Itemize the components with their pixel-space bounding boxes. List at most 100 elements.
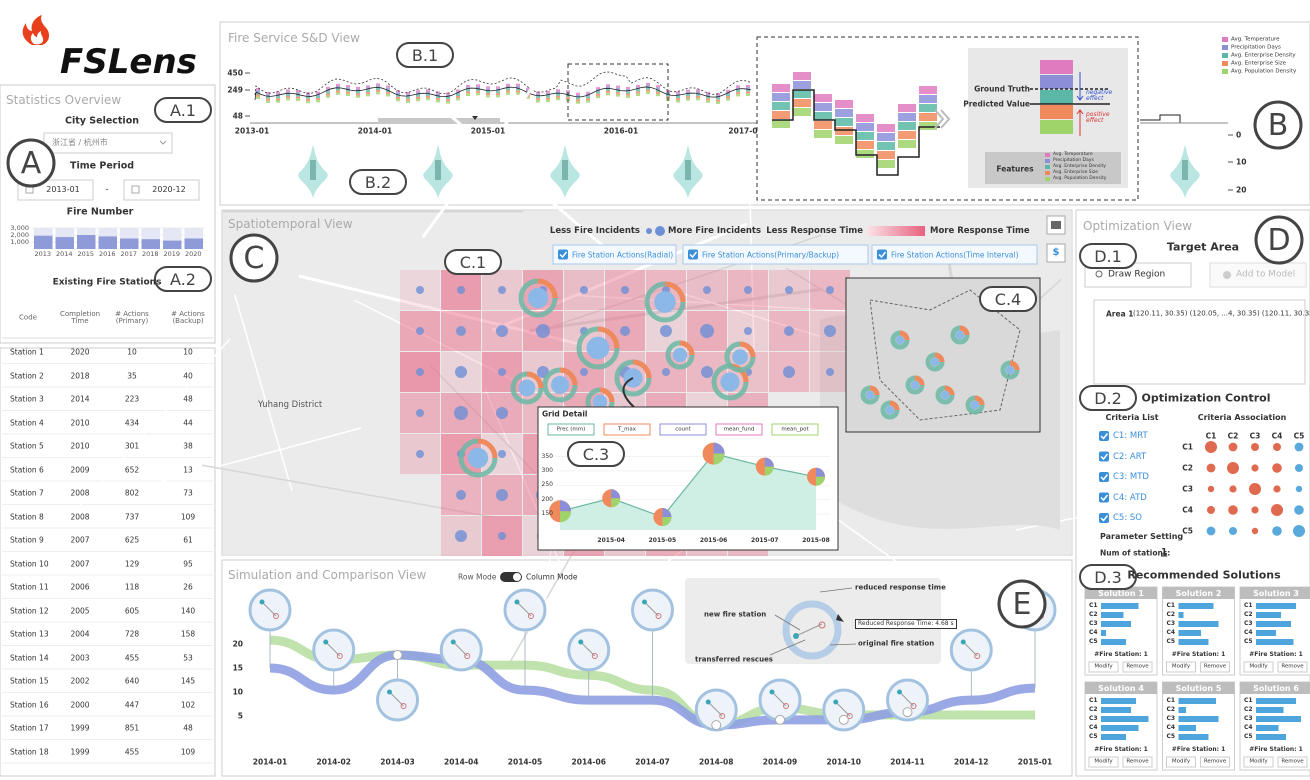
pin-icon [1095,270,1103,278]
cell: 2008 [70,488,90,498]
stack-segment [616,90,620,93]
glyph-core [720,372,740,392]
association-dot [1227,462,1239,474]
association-dot [1272,526,1282,536]
legend-label: Avg. Enterprise Density [1231,52,1296,59]
stack-segment [486,88,490,91]
legend-swatch [1045,171,1050,175]
solution-header [1240,587,1310,599]
checkbox [558,249,568,260]
checkbox [1099,472,1109,482]
size-legend [655,226,665,236]
checkbox [1099,451,1109,462]
stack-segment [676,100,680,103]
cell: 48 [183,394,193,404]
stack-segment [716,97,720,100]
toggle [682,244,869,265]
criterion-bar [1178,716,1219,722]
leader [829,643,857,646]
stack-segment [576,101,580,104]
button-label[interactable]: Remove [1281,663,1304,670]
button-label[interactable]: Add to Model [1236,269,1296,280]
fire-dot [416,368,424,376]
association-dot [1206,463,1216,473]
button-label[interactable]: Draw Region [1108,269,1166,280]
button-label[interactable]: Modify [1094,663,1113,670]
criterion[interactable]: C5: SO [1113,512,1142,523]
stack-segment [486,90,490,94]
button-label[interactable]: Remove [1126,663,1149,670]
stack-segment [446,101,450,104]
stack-segment [296,89,300,93]
criterion-bar [1101,603,1139,609]
glyph-arc [559,367,578,386]
criterion[interactable]: C4: ATD [1113,492,1147,503]
cell: 118 [124,582,140,592]
stack-segment [746,91,750,94]
button-label[interactable]: Modify [1094,758,1113,765]
button-label[interactable]: Remove [1203,758,1227,765]
stack-segment [606,90,610,94]
stack-segment [276,91,280,94]
stack-segment [356,93,360,96]
criterion[interactable]: C1: MRT [1113,430,1148,441]
glyph-core [592,394,608,410]
criterion[interactable]: C2: ART [1113,451,1147,462]
fire-dot [455,530,467,542]
toggle [552,244,677,265]
criterion-bar [1101,698,1136,704]
stack-segment [346,89,350,92]
x-tick-label: 2013 [34,249,52,258]
button-label[interactable]: Remove [1203,663,1227,670]
button [1243,756,1274,768]
association-dot [1207,506,1215,514]
pie-slice [662,517,672,527]
label: Time Period [69,160,135,172]
x-tick-label: 2015-05 [648,537,677,544]
glyph-transfer [261,601,277,617]
toggle-label[interactable]: Fire Station Actions(Primary/Backup) [702,250,840,260]
button-label[interactable]: Remove [1126,758,1149,765]
button-label[interactable]: Remove [1281,758,1304,765]
y2-tick-label: 0 [1236,130,1242,140]
solution-header [1085,682,1157,694]
label: Column Mode [526,572,578,582]
stack-segment [686,96,690,99]
button-label[interactable]: $ [1052,247,1060,258]
stack-segment [716,101,720,105]
stack-segment [366,85,370,88]
button-label[interactable]: Modify [1171,758,1191,765]
toggle-label[interactable]: Fire Station Actions(Time Interval) [891,250,1019,260]
button-label[interactable]: Modify [1171,663,1191,670]
switch-knob [513,573,521,581]
glyph-transfer [452,641,468,657]
criterion[interactable]: C3: MTD [1113,471,1149,482]
toggle-label[interactable]: Fire Station Actions(Radial) [572,250,674,260]
stack-segment [386,87,390,90]
glyph-core [910,380,920,390]
violin-box [435,160,441,180]
pie-slice [560,511,571,523]
road [74,338,231,511]
stack-segment [706,98,710,101]
stack-segment [686,89,690,92]
fire-dot [744,327,752,335]
glyph-transfer [389,691,404,707]
stack-segment [726,94,730,97]
glyph-arc [679,340,695,356]
label: #Fire Station: 1 [1249,651,1303,658]
association-dot [1229,527,1237,535]
stack-segment [296,92,300,95]
x-tick-label: 2015-08 [802,537,830,544]
glyph-arc [869,385,880,396]
criterion-bar [1178,707,1186,713]
button-label[interactable]: Modify [1249,758,1268,765]
button-label[interactable]: Modify [1249,663,1268,670]
stack-segment [546,97,550,100]
violin-box [310,160,316,180]
stack-segment [456,93,460,97]
y-tick-label: 10 [232,687,243,697]
cell: 2004 [70,629,90,639]
stack-segment [336,88,340,91]
fire-dot [826,286,834,294]
